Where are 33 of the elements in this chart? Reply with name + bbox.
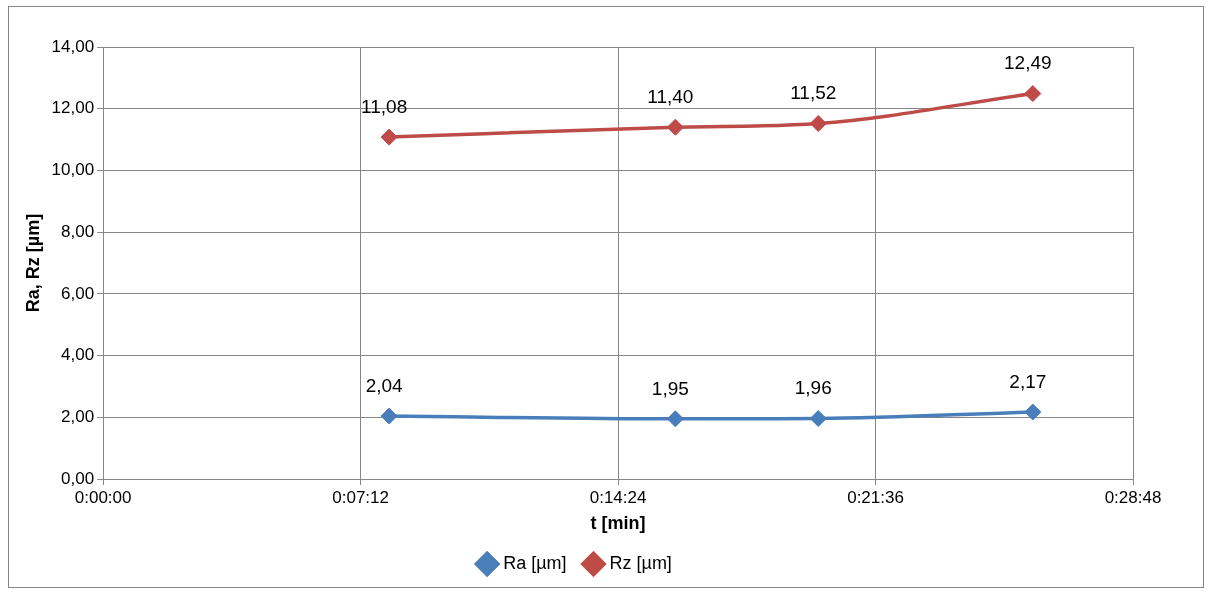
y-tick-label: 12,00 (51, 98, 95, 118)
legend-label: Rz [µm] (609, 552, 672, 573)
y-tick-label: 14,00 (51, 36, 95, 56)
y-tick-label: 0,00 (61, 468, 95, 488)
x-tick-label: 0:07:12 (332, 487, 389, 507)
point (380, 128, 398, 146)
y-tick-label: 6,00 (61, 283, 95, 303)
x-tick-label: 0:21:36 (847, 487, 904, 507)
data-label: 12,49 (1004, 52, 1052, 74)
point (809, 115, 827, 133)
point (666, 118, 684, 136)
x-tick-label: 0:14:24 (589, 487, 647, 507)
point (1024, 403, 1042, 421)
data-label: 1,95 (651, 377, 689, 399)
legend-label: Ra [µm] (503, 552, 567, 573)
point (666, 410, 684, 428)
x-tick-label: 0:28:48 (1104, 487, 1162, 507)
data-label: 2,04 (365, 374, 404, 396)
data-label: 1,96 (794, 377, 832, 399)
point (1024, 85, 1042, 103)
data-label: 11,52 (790, 82, 837, 104)
data-label: 2,17 (1009, 370, 1047, 392)
point (380, 407, 398, 425)
point (809, 410, 827, 428)
x-axis-title: t [min] (590, 513, 646, 534)
y-tick-label: 8,00 (61, 221, 95, 241)
data-label: 11,08 (361, 95, 408, 117)
data-label: 11,40 (647, 85, 694, 107)
y-tick-label: 2,00 (61, 406, 95, 426)
y-tick-label: 4,00 (61, 345, 95, 365)
x-tick-label: 0:00:00 (74, 487, 132, 507)
y-axis-title: Ra, Rz [µm] (22, 213, 43, 313)
y-tick-label: 10,00 (51, 160, 95, 180)
